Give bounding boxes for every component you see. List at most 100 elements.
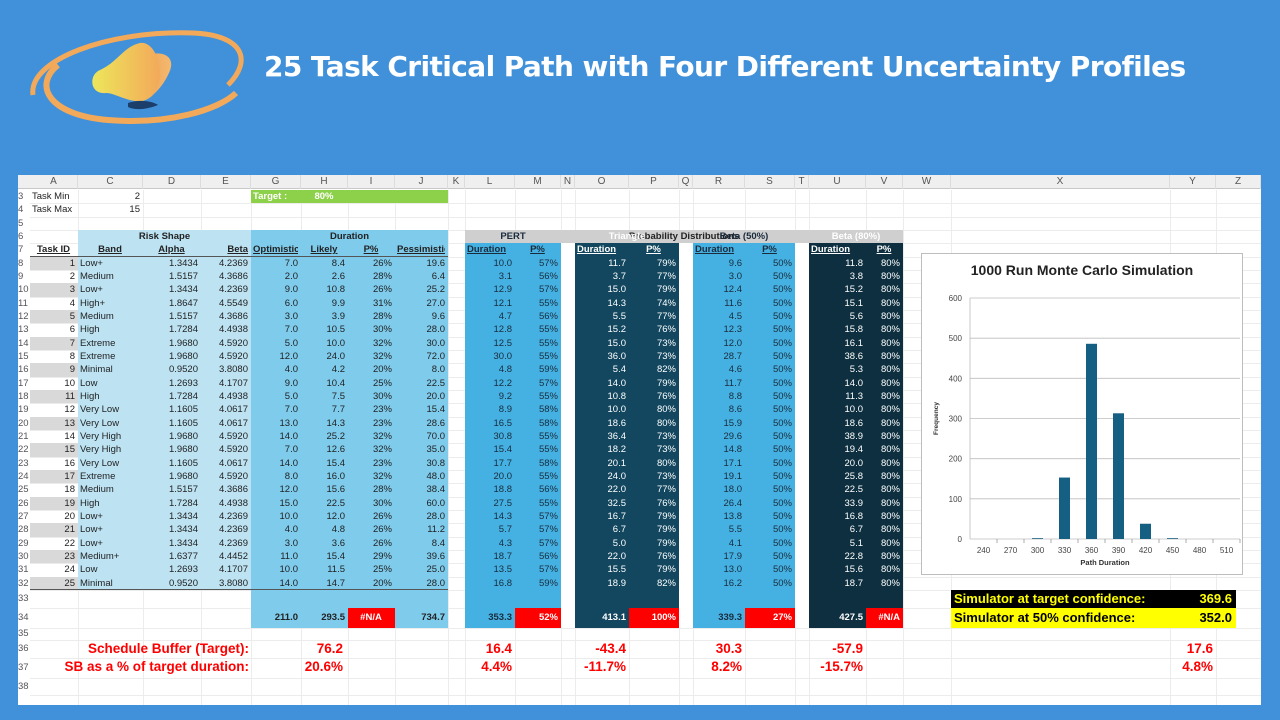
task-id[interactable]: 22 xyxy=(64,537,75,549)
dist-p[interactable]: 80% xyxy=(880,484,900,496)
dist-duration[interactable]: 15.9 xyxy=(723,417,743,429)
dist-duration[interactable]: 11.7 xyxy=(608,257,626,269)
dist-p[interactable]: 80% xyxy=(656,457,676,469)
dist-p[interactable]: 55% xyxy=(538,444,558,456)
task-max-value[interactable]: 15 xyxy=(129,204,140,216)
dist-p[interactable]: 76% xyxy=(656,324,676,336)
task-optimistic[interactable]: 8.0 xyxy=(284,470,298,482)
row-header[interactable]: 29 xyxy=(18,537,29,549)
task-min-value[interactable]: 2 xyxy=(134,191,140,202)
row-header[interactable]: 17 xyxy=(18,377,29,389)
task-alpha[interactable]: 1.6377 xyxy=(168,550,198,562)
dist-duration[interactable]: 22.0 xyxy=(607,484,627,496)
task-pessimistic[interactable]: 20.0 xyxy=(426,390,446,402)
task-optimistic[interactable]: 3.0 xyxy=(284,537,298,549)
dist-p[interactable]: 80% xyxy=(880,257,900,269)
dist-p[interactable]: 79% xyxy=(656,524,676,536)
task-band[interactable]: Very High xyxy=(80,430,122,442)
task-pessimistic[interactable]: 8.0 xyxy=(431,364,445,376)
dist-duration[interactable]: 15.2 xyxy=(844,284,864,296)
task-pessimistic[interactable]: 30.8 xyxy=(426,457,446,469)
task-p[interactable]: 23% xyxy=(372,457,392,469)
dist-duration[interactable]: 12.2 xyxy=(493,377,513,389)
task-alpha[interactable]: 1.1605 xyxy=(168,417,198,429)
task-alpha[interactable]: 1.2693 xyxy=(168,377,198,389)
dist-p[interactable]: 79% xyxy=(656,537,676,549)
dist-duration[interactable]: 3.7 xyxy=(612,270,626,282)
task-pessimistic[interactable]: 9.6 xyxy=(431,310,445,322)
dist-duration[interactable]: 26.4 xyxy=(723,497,743,509)
task-beta[interactable]: 4.2369 xyxy=(218,257,248,269)
dist-duration[interactable]: 11.3 xyxy=(845,390,863,402)
task-band[interactable]: Low+ xyxy=(80,284,103,296)
dist-duration[interactable]: 12.8 xyxy=(493,324,513,336)
dist-p[interactable]: 50% xyxy=(772,497,792,509)
task-band[interactable]: Low+ xyxy=(80,257,103,269)
task-pessimistic[interactable]: 25.0 xyxy=(426,564,446,576)
dist-duration[interactable]: 4.3 xyxy=(498,537,512,549)
dist-p[interactable]: 79% xyxy=(656,377,676,389)
dist-p[interactable]: 80% xyxy=(880,337,900,349)
task-alpha[interactable]: 1.9680 xyxy=(168,337,198,349)
row-header[interactable]: 31 xyxy=(18,564,29,576)
task-alpha[interactable]: 1.7284 xyxy=(168,497,198,509)
dist-p[interactable]: 50% xyxy=(772,564,792,576)
dist-p[interactable]: 77% xyxy=(656,310,676,322)
task-alpha[interactable]: 1.9680 xyxy=(168,470,198,482)
task-band[interactable]: Low xyxy=(80,564,98,576)
dist-duration[interactable]: 5.7 xyxy=(498,524,512,536)
column-header-a[interactable]: A xyxy=(30,175,78,189)
dist-p[interactable]: 55% xyxy=(538,390,558,402)
dist-duration[interactable]: 5.0 xyxy=(612,537,626,549)
dist-p[interactable]: 50% xyxy=(772,310,792,322)
dist-duration[interactable]: 29.6 xyxy=(723,430,743,442)
task-band[interactable]: Minimal xyxy=(80,364,113,376)
task-likely[interactable]: 15.4 xyxy=(326,550,346,562)
task-id[interactable]: 10 xyxy=(64,377,75,389)
dist-duration[interactable]: 8.6 xyxy=(728,404,742,416)
task-pessimistic[interactable]: 22.5 xyxy=(426,377,446,389)
task-id[interactable]: 14 xyxy=(64,430,75,442)
dist-duration[interactable]: 16.1 xyxy=(844,337,864,349)
dist-duration[interactable]: 30.8 xyxy=(493,430,513,442)
histogram-bar[interactable] xyxy=(1059,477,1070,539)
dist-p[interactable]: 50% xyxy=(772,270,792,282)
dist-duration[interactable]: 22.8 xyxy=(844,550,864,562)
dist-duration[interactable]: 5.1 xyxy=(849,537,863,549)
task-alpha[interactable]: 1.5157 xyxy=(168,484,198,496)
task-p[interactable]: 32% xyxy=(372,350,392,362)
task-p[interactable]: 26% xyxy=(372,537,392,549)
dist-p[interactable]: 50% xyxy=(772,524,792,536)
dist-p[interactable]: 50% xyxy=(772,430,792,442)
dist-p[interactable]: 55% xyxy=(538,297,558,309)
dist-p[interactable]: 50% xyxy=(772,297,792,309)
task-p[interactable]: 26% xyxy=(372,284,392,296)
row-header[interactable]: 13 xyxy=(18,324,29,336)
task-p[interactable]: 28% xyxy=(372,310,392,322)
task-id[interactable]: 3 xyxy=(69,284,75,296)
row-header[interactable]: 7 xyxy=(18,244,24,256)
column-header-m[interactable]: M xyxy=(515,175,561,189)
dist-duration[interactable]: 6.7 xyxy=(612,524,626,536)
dist-p[interactable]: 80% xyxy=(880,364,900,376)
dist-duration[interactable]: 36.0 xyxy=(607,350,627,362)
dist-duration[interactable]: 33.9 xyxy=(844,497,864,509)
dist-p[interactable]: 57% xyxy=(538,564,558,576)
task-likely[interactable]: 15.4 xyxy=(326,457,346,469)
task-band[interactable]: High xyxy=(80,390,100,402)
dist-p[interactable]: 80% xyxy=(880,404,900,416)
dist-p[interactable]: 80% xyxy=(880,524,900,536)
column-header-d[interactable]: D xyxy=(143,175,201,189)
task-p[interactable]: 25% xyxy=(372,377,392,389)
dist-p[interactable]: 57% xyxy=(538,510,558,522)
dist-duration[interactable]: 6.7 xyxy=(849,524,863,536)
task-alpha[interactable]: 1.1605 xyxy=(168,404,198,416)
column-header-v[interactable]: V xyxy=(866,175,903,189)
task-optimistic[interactable]: 4.0 xyxy=(284,524,298,536)
task-p[interactable]: 26% xyxy=(372,257,392,269)
task-likely[interactable]: 9.9 xyxy=(331,297,345,309)
task-pessimistic[interactable]: 39.6 xyxy=(426,550,446,562)
task-alpha[interactable]: 1.3434 xyxy=(168,257,198,269)
dist-p[interactable]: 55% xyxy=(538,430,558,442)
task-likely[interactable]: 3.9 xyxy=(331,310,345,322)
